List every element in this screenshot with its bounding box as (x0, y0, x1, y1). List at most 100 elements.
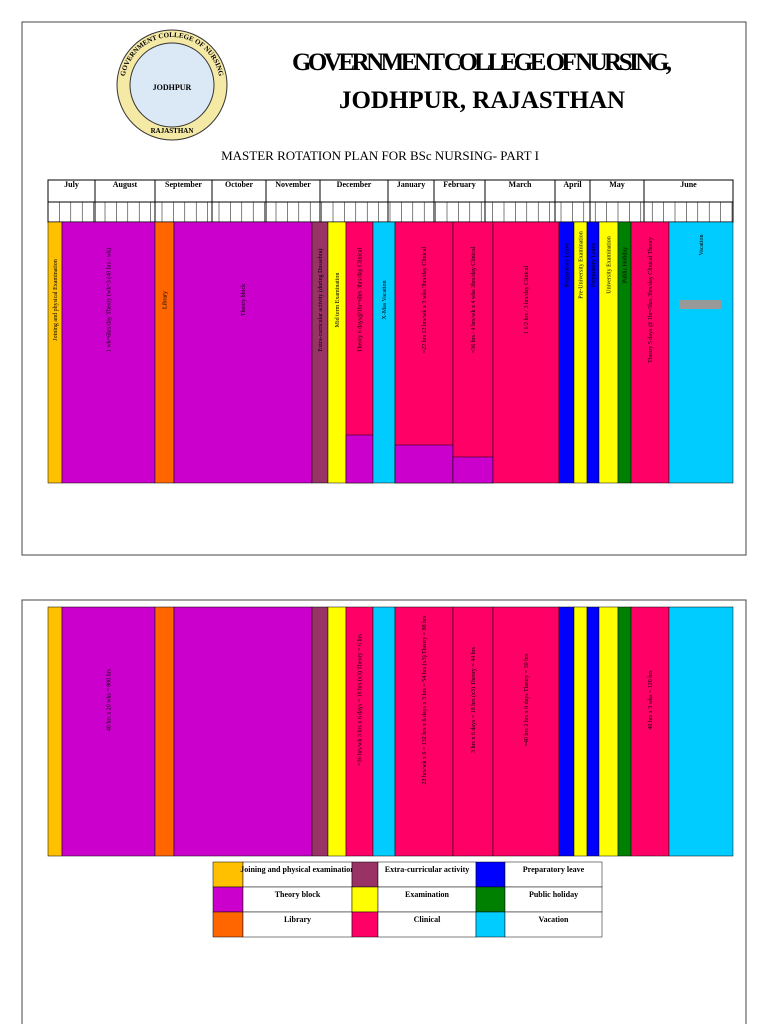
month-label: August (113, 180, 138, 189)
column-label: Mid term Examination (335, 273, 341, 328)
schedule-column (311, 606, 329, 857)
schedule-column (452, 606, 494, 857)
schedule-column (558, 606, 575, 857)
logo-inner (129, 42, 215, 128)
schedule-column (372, 221, 396, 484)
column-label: X-Mas Vacation (382, 280, 388, 319)
schedule-column (452, 221, 494, 484)
column-label: Vacation (699, 235, 705, 256)
legend-cell (504, 911, 603, 938)
schedule-column (327, 606, 347, 857)
schedule-column (47, 606, 63, 857)
placeholder-bar (679, 300, 721, 309)
legend-swatch (212, 861, 244, 888)
legend-swatch (351, 886, 379, 913)
legend-label: Preparatory leave (523, 865, 585, 874)
column-label: Theory 6 days@1hr=6hrs 3hrs/day Clinical (358, 248, 364, 353)
column-label: Theory block (241, 284, 247, 316)
schedule-column (394, 221, 454, 484)
column-label: =40 hrs 2 hrs x 6 days Theory = 50 hrs (524, 653, 530, 747)
month-label: June (680, 180, 697, 189)
schedule-column (492, 221, 560, 484)
title: GOVERNMENT COLLEGE OF NURSING, (292, 49, 672, 76)
schedule-column (617, 606, 632, 857)
schedule-column (668, 221, 734, 484)
schedule-column-lower (452, 456, 494, 484)
month-label: May (609, 180, 625, 189)
page-frame (21, 599, 747, 1029)
legend-label: Theory block (275, 890, 321, 899)
column-label: 22 hrs/wk x 6 = 132 hrs x 6 days x 3 hrs… (421, 615, 428, 785)
column-label: Joining and physical Examination (53, 259, 59, 341)
month-label: July (64, 180, 79, 189)
schedule-column (394, 606, 454, 857)
logo-bottom: RAJASTHAN (151, 127, 194, 135)
column-label: Pre-University Examination (579, 231, 585, 299)
legend-label: Clinical (414, 915, 441, 924)
schedule-column (173, 221, 313, 484)
legend-swatch (351, 861, 379, 888)
schedule-column (668, 606, 734, 857)
column-label: 40 hrs x 20 wks = 800 hrs (107, 668, 113, 731)
schedule-column (173, 606, 313, 857)
schedule-column (630, 606, 670, 857)
legend-label: Joining and physical examination (240, 865, 355, 874)
legend-cell (242, 911, 353, 938)
column-label: =36 hrs / 4 hrs/wk x 4 wks 3hrs/day Clin… (471, 246, 477, 353)
schedule-column (61, 606, 156, 857)
month-label: December (337, 180, 372, 189)
legend-label: Vacation (539, 915, 569, 924)
page-frame (21, 21, 747, 556)
column-label: University Examination (607, 236, 613, 294)
schedule-column (630, 221, 670, 484)
legend-swatch (351, 911, 379, 938)
legend-cell (377, 861, 477, 888)
schedule-column (345, 606, 374, 857)
legend-swatch (212, 911, 244, 938)
legend-cell (504, 886, 603, 913)
legend-swatch (475, 911, 506, 938)
legend-cell (504, 861, 603, 888)
month-label: April (563, 180, 582, 189)
month-label: March (509, 180, 533, 189)
column-label: Library (163, 291, 169, 309)
month-label: September (165, 180, 202, 189)
schedule-column (327, 221, 347, 484)
column-label: Theory 5 days @ 1hr=5hrs 3hrs/day Clinic… (648, 237, 654, 363)
schedule-column (492, 606, 560, 857)
legend-label: Library (284, 915, 311, 924)
title: JODHPUR, RAJASTHAN (339, 87, 625, 114)
column-label: =36 hrs/wk 3 hrs x 6 days = 18 hrs (x3) … (357, 633, 364, 765)
month-label: November (275, 180, 311, 189)
month-label: February (443, 180, 475, 189)
logo-center: JODHPUR (153, 83, 192, 92)
legend-label: Examination (405, 890, 450, 899)
schedule-column (598, 606, 619, 857)
column-label: 1 wk=6hrs/day Theory (wk=3 (40 hrs / wk) (106, 248, 113, 352)
legend-label: Extra-curricular activity (385, 865, 470, 874)
schedule-column (372, 606, 396, 857)
column-label: Public Holiday (623, 247, 629, 283)
schedule-column (154, 221, 175, 484)
schedule-column-lower (345, 434, 374, 484)
legend-cell (377, 886, 477, 913)
column-label: 3 hrs x 6 days = 18 hrs (x3) Theory = 44… (470, 646, 477, 753)
column-label: 1 1/2 hrs / 3 hrs/day Clinical (524, 266, 530, 335)
column-label: Extra-curricular activity (during Dusseh… (317, 249, 324, 352)
legend-swatch (212, 886, 244, 913)
month-label: October (225, 180, 253, 189)
schedule-column (586, 606, 600, 857)
legend-swatch (475, 886, 506, 913)
plan-title: MASTER ROTATION PLAN FOR BSc NURSING- PA… (221, 148, 539, 163)
column-label: 40 hrs x 3 wks = 120 hrs (648, 670, 654, 730)
column-label: =22 hrs 12 hrs/wk x 3 wks 3hrs/day Clini… (422, 246, 428, 353)
column-label: Preparatory Leave (565, 243, 571, 287)
legend-cell (377, 911, 477, 938)
legend-swatch (475, 861, 506, 888)
legend-label: Public holiday (529, 890, 578, 899)
schedule-column (154, 606, 175, 857)
legend-cell (242, 861, 353, 888)
schedule-column (61, 221, 156, 484)
